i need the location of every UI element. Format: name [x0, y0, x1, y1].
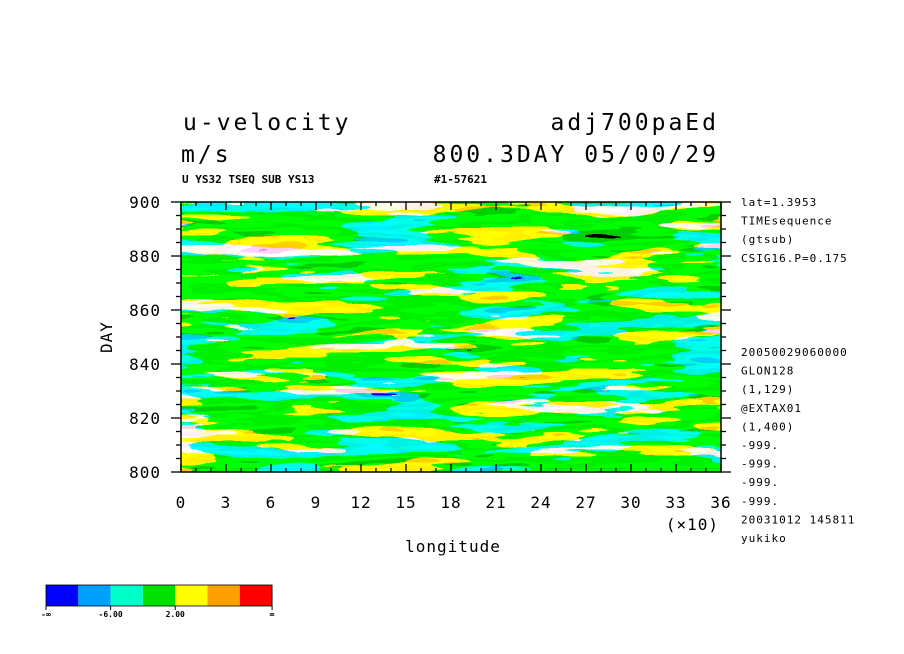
x-tick-label: 3 — [221, 493, 232, 512]
side-info-line: lat=1.3953 — [741, 196, 817, 209]
side-info-bottom: 20050029060000 GLON128 (1,129) @EXTAX01 (1,4… — [741, 346, 855, 545]
x-tick-label: 30 — [620, 493, 641, 512]
side-info-line: (gtsub) — [741, 233, 794, 246]
colorbar-swatch — [110, 585, 143, 606]
x-tick-label: 21 — [485, 493, 506, 512]
x-axis-label: longitude — [405, 537, 501, 556]
side-info-line: (1,129) — [741, 383, 794, 396]
colorbar-label: 2.00 — [166, 610, 185, 619]
x-tick-label: 18 — [440, 493, 461, 512]
side-info-line: CSIG16.P=0.175 — [741, 252, 848, 265]
x-tick-label: 27 — [575, 493, 596, 512]
side-info-line: 20031012 145811 — [741, 513, 855, 526]
x-tick-label: 9 — [311, 493, 322, 512]
subtitle-right: #1-57621 — [434, 173, 487, 186]
colorbar-swatch — [142, 585, 176, 606]
x-tick-label: 36 — [710, 493, 731, 512]
x-tick-label: 15 — [395, 493, 416, 512]
side-info-line: yukiko — [741, 532, 787, 545]
y-axis: 800 820 840 860 880 900 — [129, 193, 731, 482]
variable-title: u-velocity — [183, 110, 351, 136]
x-tick-label: 6 — [266, 493, 277, 512]
colorbar-label: ∞ — [270, 610, 275, 619]
colorbar-swatch — [239, 585, 273, 606]
x-axis: 0 3 6 9 12 15 18 21 24 27 30 33 36 — [176, 202, 731, 512]
side-info-line: (1,400) — [741, 420, 794, 433]
side-info-line: -999. — [741, 458, 779, 471]
y-tick-label: 820 — [129, 409, 161, 428]
x-tick-label: 12 — [350, 493, 371, 512]
colorbar: -∞ -6.00 2.00 ∞ — [41, 584, 275, 619]
side-info-line: -999. — [741, 476, 779, 489]
side-info-line: -999. — [741, 495, 779, 508]
colorbar-label: -6.00 — [99, 610, 123, 619]
run-name: adj700paEd — [551, 110, 719, 136]
colorbar-label: -∞ — [41, 610, 51, 619]
side-info-line: GLON128 — [741, 365, 794, 378]
colorbar-frame — [45, 584, 273, 607]
x-axis-multiplier: (×10) — [666, 515, 719, 534]
y-tick-label: 900 — [129, 193, 161, 212]
y-tick-label: 880 — [129, 247, 161, 266]
colorbar-swatch — [78, 585, 111, 606]
y-axis-label: DAY — [97, 321, 116, 353]
colorbar-swatch — [175, 585, 208, 606]
side-info-top: lat=1.3953 TIMEsequence (gtsub) CSIG16.P=0.… — [741, 196, 848, 265]
time-label: 800.3DAY 05/00/29 — [433, 142, 719, 168]
side-info-line: 20050029060000 — [741, 346, 848, 359]
subtitle-left: U YS32 TSEQ SUB YS13 — [182, 173, 314, 186]
side-info-line: -999. — [741, 439, 779, 452]
colorbar-swatch — [207, 585, 240, 606]
y-tick-label: 860 — [129, 301, 161, 320]
x-tick-label: 33 — [665, 493, 686, 512]
side-info-line: TIMEsequence — [741, 215, 832, 228]
side-info-line: @EXTAX01 — [741, 402, 802, 415]
x-tick-label: 24 — [530, 493, 551, 512]
y-tick-label: 840 — [129, 355, 161, 374]
x-tick-label: 0 — [176, 493, 187, 512]
colorbar-swatch — [46, 585, 79, 606]
heatmap-field — [181, 202, 721, 472]
units-title: m/s — [181, 142, 232, 168]
y-tick-label: 800 — [129, 463, 161, 482]
